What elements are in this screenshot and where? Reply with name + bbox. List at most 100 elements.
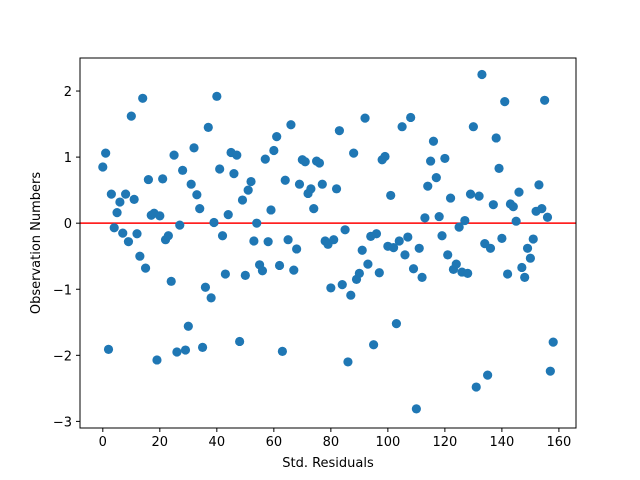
data-point: [140, 263, 151, 273]
x-tick-label: 40: [209, 435, 226, 450]
data-point: [497, 233, 507, 243]
x-tick-label: 80: [323, 435, 340, 450]
data-point: [485, 243, 496, 253]
data-point: [488, 200, 498, 210]
data-point: [500, 97, 510, 107]
y-axis-label: Observation Numbers: [29, 172, 44, 315]
data-point: [491, 133, 501, 143]
data-point: [406, 112, 416, 123]
data-point: [414, 243, 424, 253]
data-point: [386, 190, 396, 201]
data-point: [189, 143, 199, 153]
x-tick-label: 60: [266, 435, 283, 450]
data-point: [206, 293, 216, 303]
data-point: [314, 158, 325, 168]
data-point: [463, 268, 473, 278]
x-axis-label: Std. Residuals: [282, 456, 374, 471]
data-point: [428, 136, 439, 146]
data-point: [451, 259, 461, 269]
data-point: [280, 175, 290, 185]
data-point: [468, 122, 478, 132]
data-point: [437, 231, 447, 241]
data-point: [445, 193, 456, 203]
data-point: [178, 165, 188, 175]
data-point: [411, 404, 421, 414]
data-point: [215, 164, 225, 174]
data-point: [426, 156, 436, 166]
data-point: [346, 290, 356, 300]
data-point: [101, 148, 111, 158]
x-tick-label: 140: [489, 435, 514, 450]
data-point: [166, 276, 176, 286]
data-point: [195, 204, 205, 214]
data-point: [217, 231, 228, 241]
data-point: [169, 150, 179, 160]
data-point: [138, 93, 148, 103]
data-point: [237, 195, 248, 205]
data-point: [403, 232, 413, 242]
data-point: [423, 181, 433, 191]
data-point: [460, 215, 470, 226]
data-point: [340, 225, 350, 235]
data-point: [391, 319, 402, 329]
data-point: [548, 337, 558, 347]
data-point: [400, 250, 410, 260]
data-point: [331, 184, 342, 194]
data-point: [292, 244, 302, 254]
data-point: [326, 283, 336, 293]
data-point: [260, 154, 270, 164]
y-tick-label: 1: [64, 151, 72, 166]
data-point: [203, 122, 213, 132]
data-point: [232, 150, 242, 160]
data-point: [126, 111, 136, 121]
data-point: [420, 213, 430, 223]
data-point: [98, 162, 108, 172]
data-point: [443, 250, 453, 260]
data-point: [300, 157, 310, 167]
data-point: [246, 176, 256, 187]
data-point: [306, 184, 316, 194]
data-point: [152, 355, 162, 365]
data-point: [183, 321, 193, 331]
data-point: [542, 212, 553, 222]
data-point: [212, 91, 222, 101]
data-point: [209, 217, 219, 228]
data-point: [502, 269, 513, 279]
data-point: [175, 220, 185, 230]
data-point: [343, 357, 353, 367]
data-point: [537, 204, 547, 214]
data-point: [223, 209, 233, 220]
data-point: [394, 236, 404, 246]
data-point: [186, 179, 196, 189]
data-point: [474, 191, 484, 201]
data-point: [269, 145, 279, 156]
data-point: [283, 235, 293, 245]
data-point: [534, 180, 544, 190]
data-point: [106, 189, 116, 199]
x-tick-label: 100: [375, 435, 400, 450]
data-point: [289, 265, 299, 275]
data-point: [257, 266, 268, 276]
data-point: [197, 342, 208, 352]
data-point: [388, 243, 399, 253]
data-point: [517, 262, 527, 273]
data-point: [309, 204, 319, 214]
x-tick-label: 0: [99, 435, 107, 450]
data-point: [180, 345, 191, 355]
data-point: [235, 336, 245, 347]
data-point: [369, 340, 379, 350]
data-point: [477, 69, 487, 80]
data-point: [192, 190, 202, 200]
data-point: [483, 370, 493, 380]
data-point: [294, 179, 305, 189]
data-point: [135, 251, 145, 261]
data-point: [155, 211, 165, 221]
x-tick-label: 160: [546, 435, 571, 450]
data-point: [454, 222, 464, 232]
data-point: [274, 260, 285, 271]
data-point: [371, 229, 382, 239]
y-tick-label: −1: [53, 283, 72, 298]
data-point: [334, 126, 344, 136]
